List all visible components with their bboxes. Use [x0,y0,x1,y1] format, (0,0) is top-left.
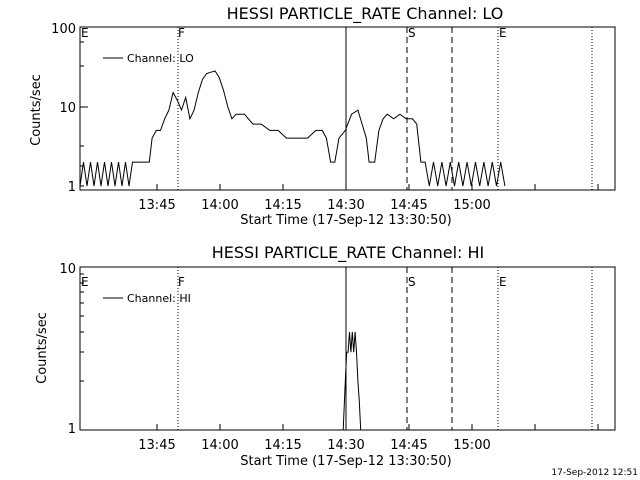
x-tick-label: 15:00 [453,198,490,213]
marker-label: E [81,26,89,40]
x-tick-label: 14:00 [201,198,238,213]
x-axis-label: Start Time (17-Sep-12 13:30:50) [240,213,451,228]
legend: Channel: HI [103,292,191,305]
marker-label: E [81,275,89,289]
y-tick-label: 10 [59,262,76,277]
legend-label: Channel: HI [127,292,191,305]
series-line [342,331,362,431]
chart-title: HESSI PARTICLE_RATE Channel: HI [212,243,485,263]
y-ticks: 1 10 [59,262,84,437]
marker-label: F [178,26,185,40]
y-tick-label: 1 [68,422,76,437]
chart-title: HESSI PARTICLE_RATE Channel: LO [227,4,504,24]
y-ticks: 1 10 100 [51,22,88,195]
x-ticks: 13:45 14:00 14:15 14:30 14:45 15:00 [138,424,599,453]
x-tick-label: 14:00 [201,438,238,453]
legend-label: Channel: LO [127,52,194,65]
y-axis-label: Counts/sec [35,312,50,384]
plot-frame [79,26,616,191]
x-tick-label: 14:30 [327,198,364,213]
x-tick-label: 13:45 [138,198,175,213]
marker-label: S [408,275,416,289]
x-tick-label: 14:30 [327,438,364,453]
marker-label: E [499,26,507,40]
data-area: E F S E Channel: LO [79,26,593,190]
x-axis-label: Start Time (17-Sep-12 13:30:50) [240,454,451,469]
marker-label: E [499,275,507,289]
x-tick-label: 14:15 [264,438,301,453]
x-tick-label: 14:45 [390,438,427,453]
series-line [79,70,506,187]
panel-lo: HESSI PARTICLE_RATE Channel: LO E F S E … [29,4,616,228]
y-axis-label: Counts/sec [29,74,44,146]
data-area: E F S E Channel: HI [81,267,593,431]
y-tick-label: 10 [59,101,76,116]
x-ticks: 13:45 14:00 14:15 14:30 14:45 15:00 [138,184,599,213]
x-tick-label: 14:15 [264,198,301,213]
y-tick-label: 100 [51,22,76,37]
x-tick-label: 15:00 [453,438,490,453]
legend: Channel: LO [103,52,194,65]
marker-label: S [408,26,416,40]
plot-frame [79,266,616,431]
panel-hi: HESSI PARTICLE_RATE Channel: HI E F S E … [35,243,616,469]
x-tick-label: 14:45 [390,198,427,213]
y-tick-label: 1 [68,180,76,195]
timestamp-footer: 17-Sep-2012 12:51 [551,468,638,478]
x-tick-label: 13:45 [138,438,175,453]
marker-label: F [178,275,185,289]
